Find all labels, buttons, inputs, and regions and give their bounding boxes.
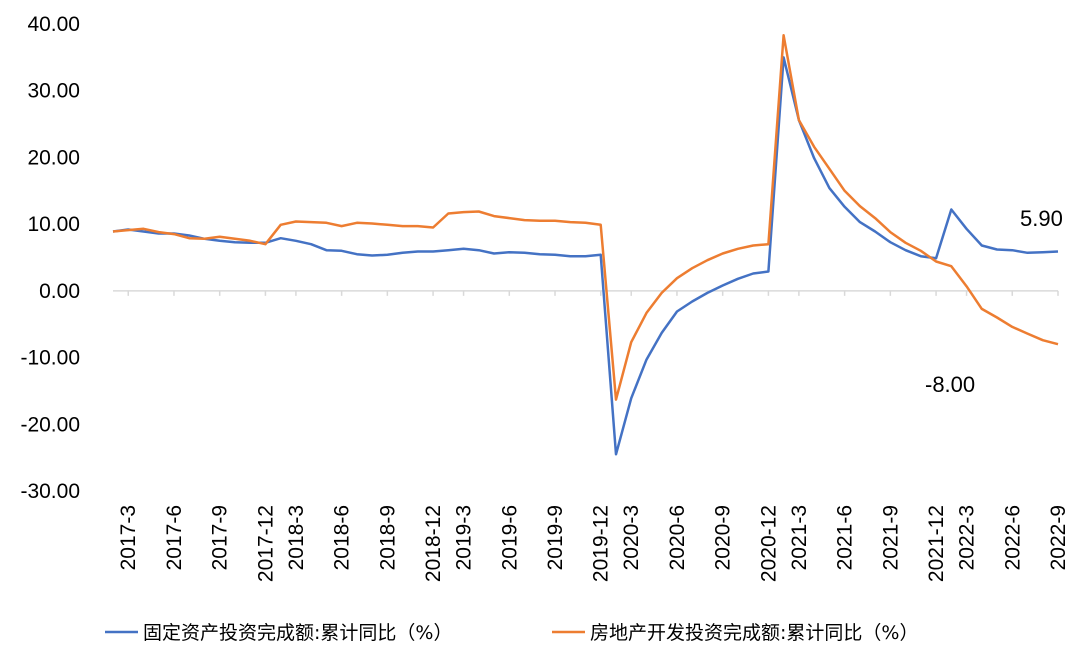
x-tick-label: 2021-9 — [879, 505, 902, 570]
x-tick-label: 2020-3 — [620, 505, 643, 570]
series-line-fixed-asset — [112, 56, 1059, 456]
x-tick-label: 2018-12 — [422, 505, 445, 582]
x-tick-label: 2019-12 — [590, 505, 613, 582]
x-axis-ticks: 2017-3 2017-6 2017-9 2017-12 2018-3 2018-6 201… — [117, 290, 1070, 582]
y-tick-label: -10.00 — [20, 347, 80, 370]
x-tick-label: 2022-3 — [956, 505, 979, 570]
annotation-real-estate-last: -8.00 — [925, 372, 975, 397]
x-tick-label: 2017-12 — [254, 505, 277, 582]
x-tick-label: 2019-9 — [544, 505, 567, 570]
x-tick-label: 2020-9 — [712, 505, 735, 570]
y-tick-label: 10.00 — [27, 213, 80, 236]
y-tick-label: 0.00 — [39, 280, 80, 303]
y-tick-label: -20.00 — [20, 413, 80, 436]
data-annotations: 5.90 -8.00 — [925, 206, 1063, 397]
legend-label-fixed-asset: 固定资产投资完成额:累计同比（%） — [143, 622, 452, 644]
x-tick-label: 2022-9 — [1047, 505, 1070, 570]
series-line-real-estate — [112, 34, 1059, 401]
x-tick-label: 2021-3 — [788, 505, 811, 570]
x-tick-label: 2022-6 — [1001, 505, 1024, 570]
x-tick-label: 2017-6 — [163, 505, 186, 570]
x-tick-label: 2017-9 — [209, 505, 232, 570]
x-tick-label: 2021-12 — [925, 505, 948, 582]
x-tick-label: 2019-6 — [498, 505, 521, 570]
x-tick-label: 2018-3 — [285, 505, 308, 570]
y-tick-label: 30.00 — [27, 80, 80, 103]
x-tick-label: 2018-6 — [331, 505, 354, 570]
annotation-fixed-asset-last: 5.90 — [1020, 206, 1063, 231]
x-tick-label: 2018-9 — [376, 505, 399, 570]
y-tick-label: -30.00 — [20, 480, 80, 503]
x-tick-label: 2020-6 — [666, 505, 689, 570]
x-tick-label: 2021-6 — [834, 505, 857, 570]
x-tick-label: 2020-12 — [757, 505, 780, 582]
x-tick-label: 2017-3 — [117, 505, 140, 570]
x-tick-label: 2019-3 — [453, 505, 476, 570]
series-lines — [112, 34, 1059, 456]
y-tick-label: 20.00 — [27, 146, 80, 169]
legend: 固定资产投资完成额:累计同比（%） 房地产开发投资完成额:累计同比（%） — [105, 622, 918, 644]
y-tick-label: 40.00 — [27, 13, 80, 36]
legend-label-real-estate: 房地产开发投资完成额:累计同比（%） — [590, 622, 918, 644]
y-axis-ticks: 40.00 30.00 20.00 10.00 0.00 -10.00 -20.00 -30.… — [20, 13, 80, 503]
